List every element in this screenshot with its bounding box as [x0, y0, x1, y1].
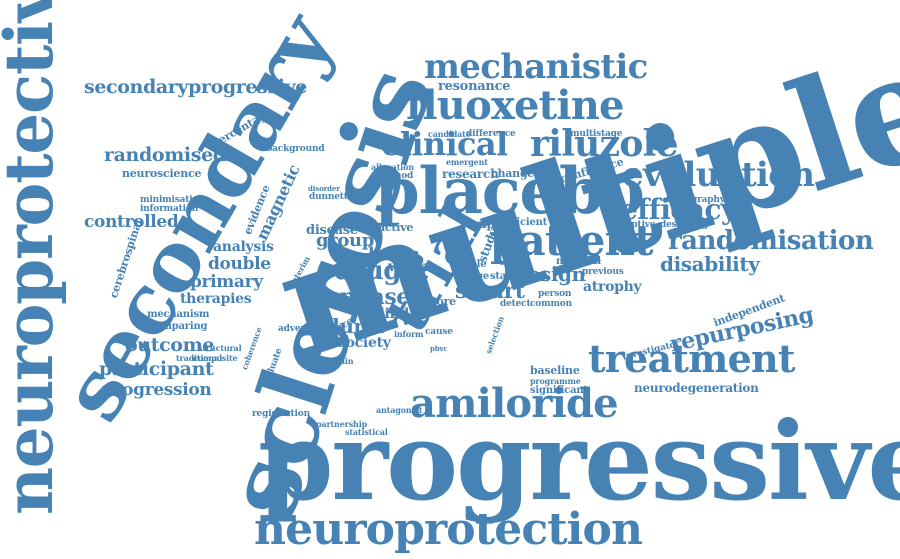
word-month: month: [500, 257, 529, 267]
word-drug: drug: [334, 256, 401, 286]
word-previous: previous: [582, 267, 624, 277]
word-national: national: [556, 256, 601, 267]
word-secondaryprogressive: secondaryprogressive: [84, 76, 307, 98]
word-mechanistic: mechanistic: [424, 47, 648, 87]
word-volume: volume: [308, 314, 387, 338]
word-multistage: multistage: [570, 129, 623, 139]
word-programme: programme: [530, 376, 581, 386]
word-neurodegeneration: neurodegeneration: [634, 381, 759, 395]
word-atrophy: atrophy: [583, 279, 642, 295]
word-difference: difference: [466, 129, 516, 139]
word-person: person: [538, 289, 572, 299]
word-therapies: therapies: [180, 291, 252, 307]
word-brain: brain: [368, 244, 420, 265]
word-neuroprotection: neuroprotection: [254, 504, 643, 555]
word-active: active: [378, 221, 414, 234]
word-comparing: comparing: [149, 321, 208, 332]
word-efficacy: efficacy: [620, 193, 737, 226]
word-status: status: [490, 271, 524, 282]
word-progression: progression: [102, 380, 212, 400]
word-disease: disease: [306, 223, 358, 238]
word-riluzole: riluzole: [530, 123, 679, 165]
word-emergent: emergent: [446, 157, 488, 167]
word-primary: primary: [190, 272, 263, 292]
word-neuroscience: neuroscience: [122, 167, 202, 180]
word-design: design: [514, 262, 586, 286]
word-group: group: [316, 230, 374, 251]
word-mechanism: mechanism: [147, 309, 210, 320]
word-significant: significant: [530, 385, 588, 396]
word-allocation: allocation: [371, 162, 414, 172]
word-outcome: outcome: [125, 334, 215, 356]
word-blind: blind: [370, 306, 409, 322]
word-cause: cause: [425, 327, 453, 337]
word-candidate: candidate: [428, 129, 471, 139]
word-stage: stage: [460, 271, 490, 282]
word-randomised: randomised: [104, 144, 226, 166]
word-placebo: placebo: [375, 154, 645, 229]
word-composite: composite: [193, 353, 238, 363]
word-baseline: baseline: [530, 364, 580, 377]
word-week: week: [388, 259, 427, 275]
word-antagonist: antagonist: [376, 405, 423, 415]
word-controlled: controlled: [84, 212, 179, 232]
word-structural: structural: [198, 343, 242, 353]
word-partnership: partnership: [316, 419, 368, 429]
word-serotonin: serotonin: [312, 356, 354, 366]
word-society: society: [338, 335, 391, 351]
word-participant: participant: [99, 358, 214, 380]
word-treatment: treatment: [588, 336, 795, 381]
word-detect: detect: [500, 299, 531, 309]
word-clinical: clinical: [381, 125, 508, 163]
word-tomography: tomography: [666, 195, 725, 205]
word-neuroprotective: neuroprotective: [0, 0, 68, 515]
word-phase: phase: [340, 284, 410, 310]
word-dunnett: dunnett: [309, 192, 348, 202]
word-progressive: progressive: [258, 399, 900, 525]
word-registration: registration: [252, 409, 310, 419]
word-statistical: statistical: [345, 427, 388, 437]
word-disability: disability: [660, 252, 760, 276]
word-scale: scale: [459, 259, 487, 270]
word-disorder: disorder: [308, 184, 340, 193]
word-patient: patient: [490, 216, 654, 265]
word-adaptive: adaptive: [614, 220, 656, 230]
word-inform: inform: [394, 329, 424, 339]
word-designing: designing: [660, 220, 708, 230]
word-background: background: [266, 144, 325, 154]
word-sample: sample: [460, 217, 507, 231]
word-adverse: adverse: [278, 324, 316, 334]
word-randomisation: randomisation: [668, 226, 874, 256]
word-traditional: traditional: [176, 353, 223, 363]
word-evaluation: evaluation: [622, 155, 815, 195]
word-smart: smart: [455, 278, 525, 304]
word-pbvc: pbvc: [430, 344, 448, 353]
word-common: common: [530, 299, 572, 309]
word-information: information: [140, 204, 199, 214]
word-research: research: [442, 167, 499, 181]
word-fluoxetine: fluoxetine: [406, 82, 624, 129]
word-amiloride: amiloride: [410, 380, 619, 427]
word-minimisation: minimisation: [140, 195, 205, 205]
word-score: score: [424, 295, 456, 308]
word-resonance: resonance: [438, 79, 511, 94]
word-change: change: [491, 167, 535, 180]
word-efficient: efficient: [502, 217, 548, 228]
word-analysis: analysis: [213, 239, 274, 255]
word-double: double: [208, 254, 271, 274]
word-method: method: [376, 171, 414, 181]
